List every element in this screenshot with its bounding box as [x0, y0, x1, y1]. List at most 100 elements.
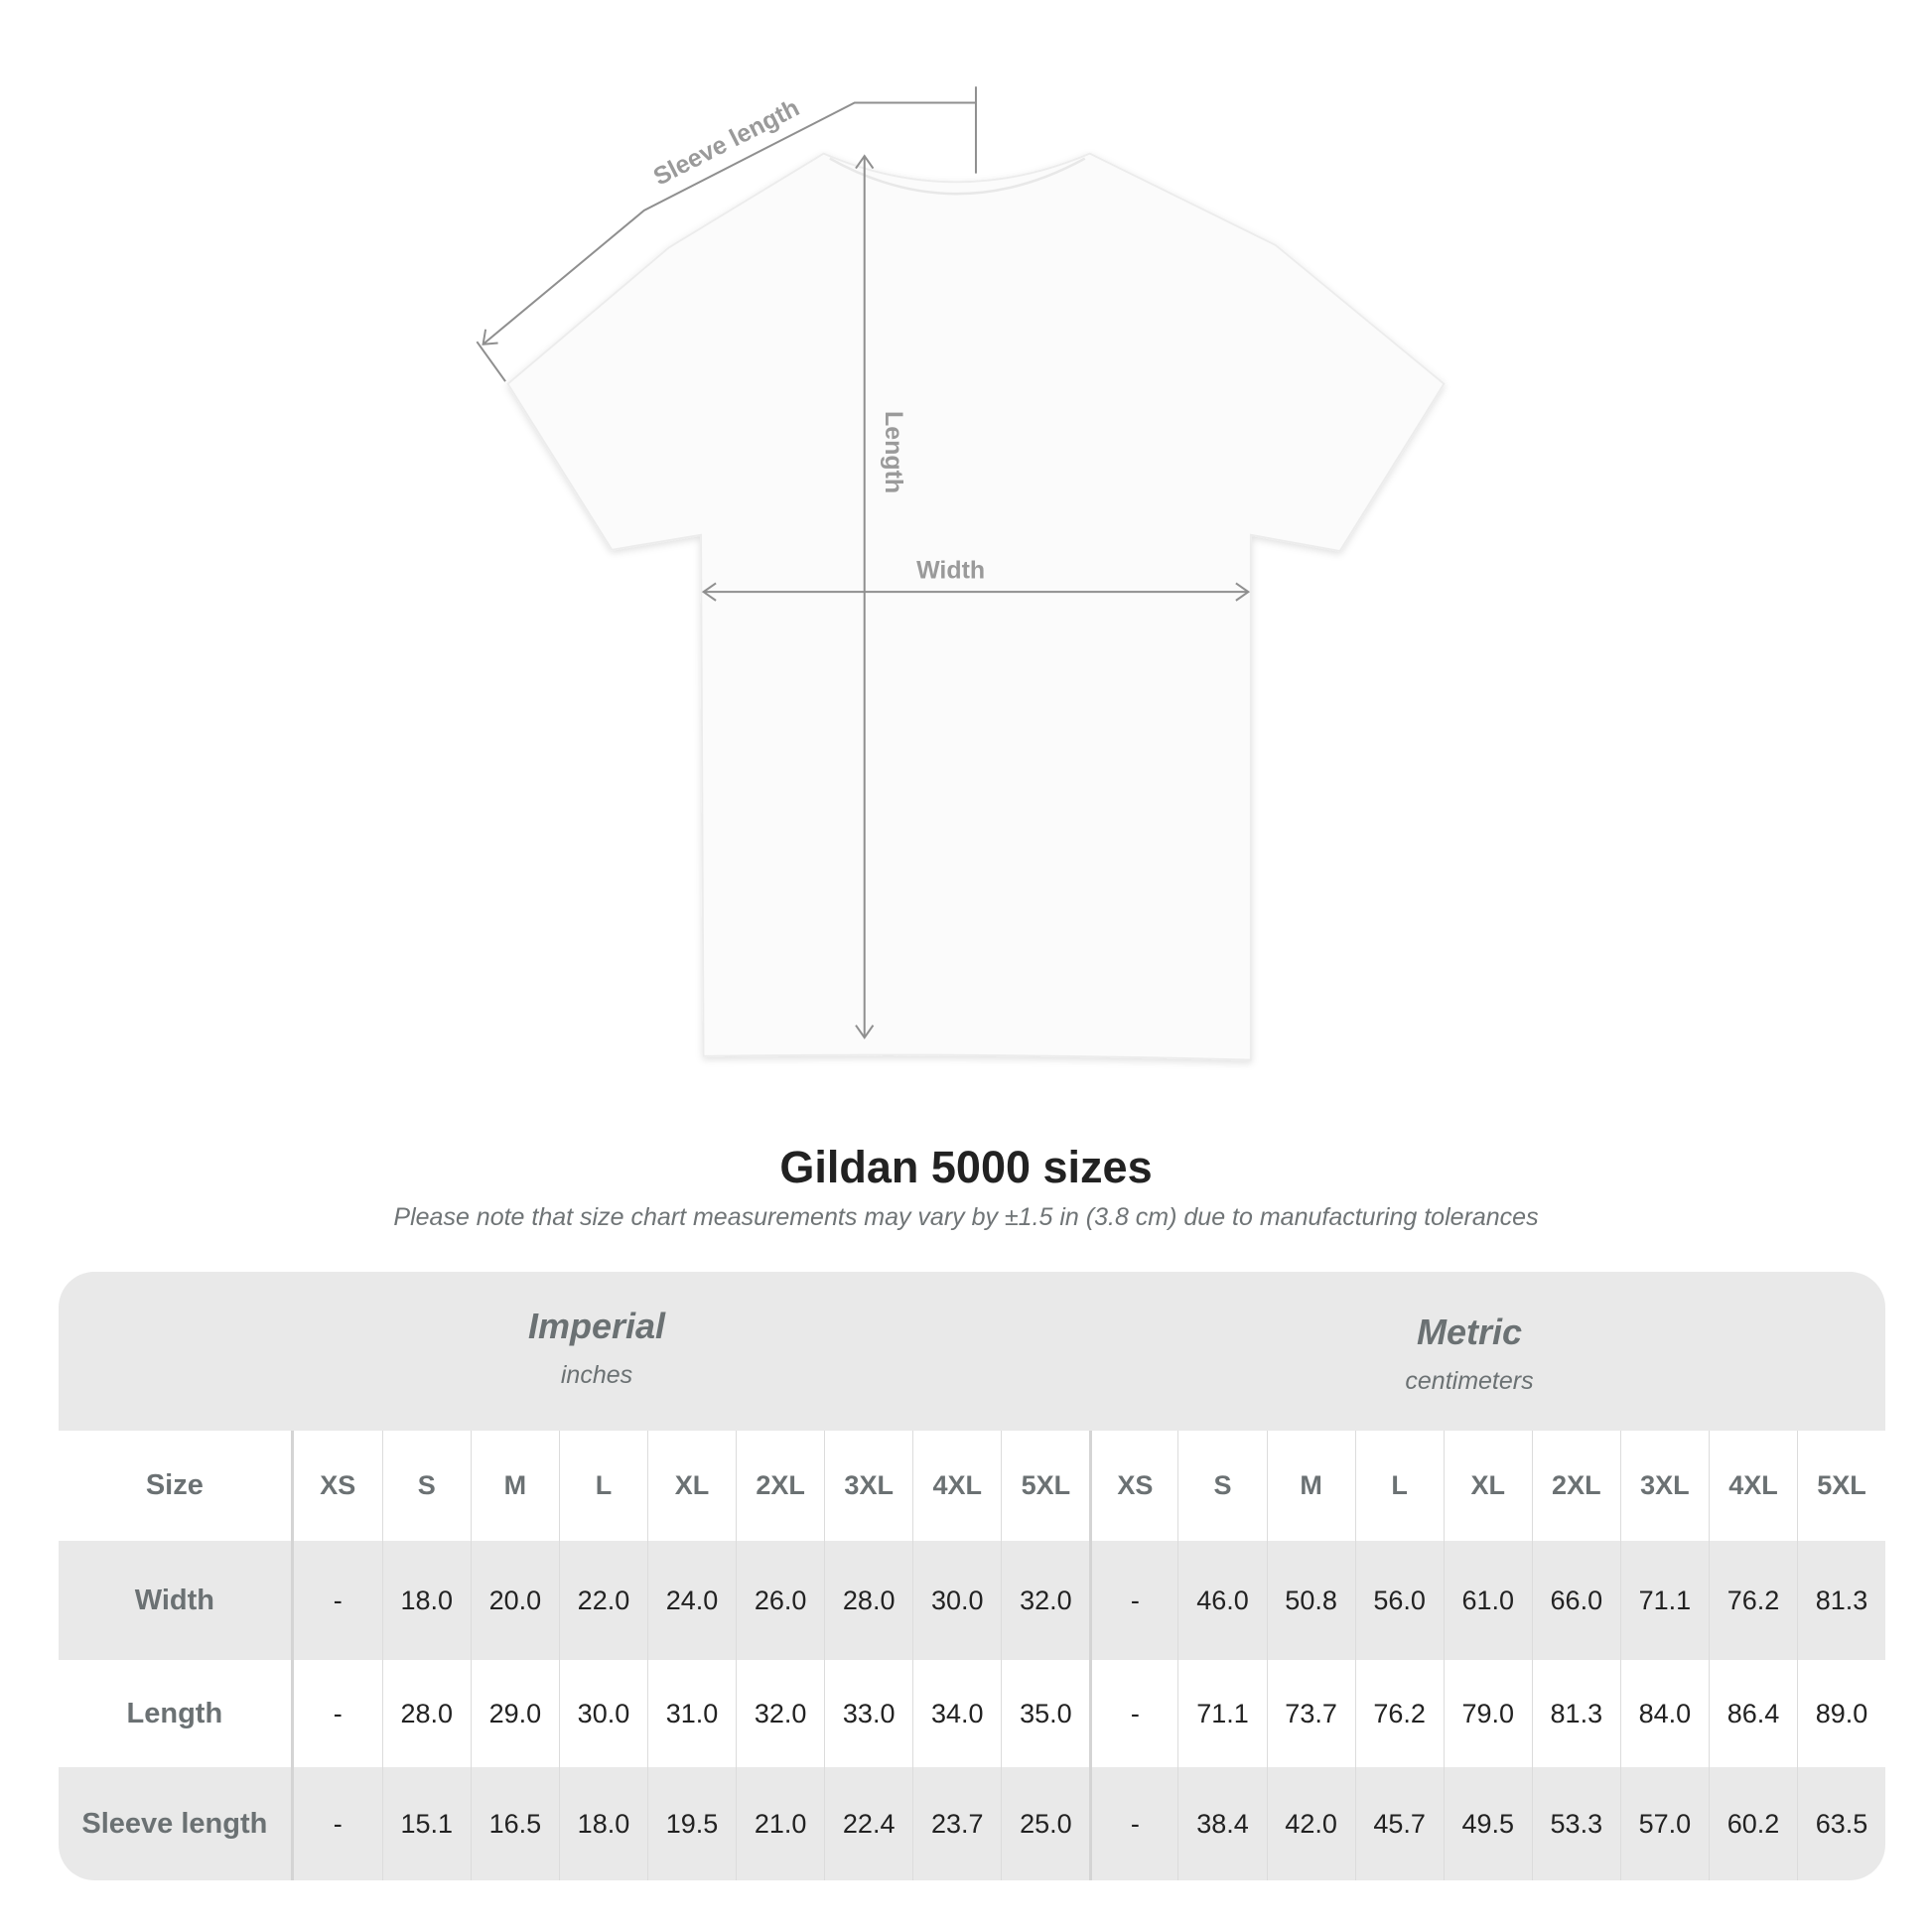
metric-size-5xl: 5XL — [1797, 1431, 1885, 1541]
width-arrow-left — [701, 582, 717, 602]
table-row-length: Length -28.0 29.0 30.0 31.0 32.0 33.0 34.0 35.0-… — [59, 1660, 1885, 1767]
metric-value-cell: 49.5 — [1443, 1767, 1532, 1880]
tshirt-shape — [506, 152, 1446, 1061]
sleeve-length-label: Sleeve length — [649, 93, 804, 191]
length-label: Length — [880, 411, 907, 493]
imperial-value-cell: 31.0 — [647, 1660, 736, 1767]
imperial-size-2xl: 2XL — [736, 1431, 824, 1541]
imperial-value-cell: 34.0 — [912, 1660, 1001, 1767]
imperial-size-l: L — [558, 1431, 647, 1541]
imperial-value-cell: - — [333, 1585, 343, 1615]
metric-value-cell: 66.0 — [1531, 1541, 1620, 1660]
metric-value-cell: 76.2 — [1354, 1660, 1444, 1767]
imperial-value-cell: 29.0 — [470, 1660, 559, 1767]
imperial-value-cell: 26.0 — [736, 1541, 824, 1660]
table-row-width: Width -18.0 20.0 22.0 24.0 26.0 28.0 30.0 32.0-4… — [59, 1541, 1885, 1660]
imperial-value-cell: 16.5 — [470, 1767, 559, 1880]
collar — [829, 157, 1086, 196]
size-label: Size — [59, 1431, 294, 1541]
imperial-value-cell: 21.0 — [736, 1767, 824, 1880]
metric-value-cell: 79.0 — [1443, 1660, 1532, 1767]
size-header-row: Size XS S M L XL 2XL 3XL 4XL 5XL XS S M L XL 2XL 3XL 4XL 5… — [59, 1431, 1885, 1541]
size-table: Imperial inches Metric centimeters Size X… — [59, 1272, 1885, 1880]
length-arrow-top — [855, 154, 875, 170]
imperial-value-cell: 18.0 — [558, 1767, 647, 1880]
metric-value-cell: 86.4 — [1708, 1660, 1797, 1767]
imperial-value-cell: 18.0 — [381, 1541, 471, 1660]
metric-value-cell: 45.7 — [1354, 1767, 1444, 1880]
tshirt-diagram: Sleeve length Length Width — [476, 86, 1446, 1061]
imperial-size-m: M — [470, 1431, 559, 1541]
tolerance-note: Please note that size chart measurements… — [393, 1203, 1539, 1231]
metric-value-cell: 81.3 — [1797, 1541, 1885, 1660]
metric-value-cell: 84.0 — [1619, 1660, 1709, 1767]
metric-size-xs: XS — [1089, 1431, 1177, 1541]
metric-size-l: L — [1354, 1431, 1444, 1541]
metric-value-cell: 61.0 — [1443, 1541, 1532, 1660]
metric-value-cell: 57.0 — [1619, 1767, 1709, 1880]
imperial-size-s: S — [381, 1431, 471, 1541]
metric-size-s: S — [1177, 1431, 1266, 1541]
imperial-size-xl: XL — [647, 1431, 736, 1541]
imperial-value-cell: 33.0 — [824, 1660, 912, 1767]
imperial-size-xs: XS — [320, 1470, 356, 1500]
metric-value-cell: 60.2 — [1708, 1767, 1797, 1880]
width-label: Width — [916, 556, 985, 584]
metric-value-cell: - — [1089, 1541, 1177, 1660]
metric-value-cell: 76.2 — [1708, 1541, 1797, 1660]
imperial-value-cell: 19.5 — [647, 1767, 736, 1880]
length-arrow-bottom — [855, 1025, 875, 1039]
imperial-unit: inches — [560, 1361, 633, 1389]
imperial-size-3xl: 3XL — [824, 1431, 912, 1541]
sleeve-arrowhead — [482, 329, 498, 345]
metric-value-cell: 73.7 — [1266, 1660, 1355, 1767]
metric-value-cell: 42.0 — [1266, 1767, 1355, 1880]
metric-size-2xl: 2XL — [1531, 1431, 1620, 1541]
row-label: Width — [59, 1541, 294, 1660]
imperial-value-cell: 20.0 — [470, 1541, 559, 1660]
row-label: Sleeve length — [59, 1767, 294, 1880]
imperial-value-cell: - — [333, 1698, 343, 1728]
metric-value-cell: 63.5 — [1797, 1767, 1885, 1880]
imperial-value-cell: 22.0 — [558, 1541, 647, 1660]
table-row-sleeve-length: Sleeve length - 15.1 16.5 18.0 19.5 21.0 22.4 23… — [59, 1767, 1885, 1880]
measurement-lines — [476, 86, 1251, 1039]
metric-size-3xl: 3XL — [1619, 1431, 1709, 1541]
row-label: Length — [59, 1660, 294, 1767]
units-header-band — [59, 1272, 1885, 1431]
imperial-value-cell: 35.0 — [1001, 1660, 1089, 1767]
metric-value-cell: 53.3 — [1531, 1767, 1620, 1880]
metric-size-m: M — [1266, 1431, 1355, 1541]
metric-size-4xl: 4XL — [1708, 1431, 1797, 1541]
metric-value-cell: 71.1 — [1619, 1541, 1709, 1660]
metric-unit: centimeters — [1405, 1367, 1534, 1395]
imperial-value-cell: 30.0 — [558, 1660, 647, 1767]
imperial-value-cell: 28.0 — [824, 1541, 912, 1660]
imperial-value-cell: 32.0 — [736, 1660, 824, 1767]
imperial-size-5xl: 5XL — [1001, 1431, 1089, 1541]
metric-value-cell: - — [1089, 1660, 1177, 1767]
imperial-value-cell: 24.0 — [647, 1541, 736, 1660]
imperial-title: Imperial — [527, 1306, 666, 1346]
sleeve-end-tick — [476, 341, 506, 382]
metric-value-cell: 46.0 — [1177, 1541, 1266, 1660]
metric-value-cell: 50.8 — [1266, 1541, 1355, 1660]
imperial-value-cell: 28.0 — [381, 1660, 471, 1767]
sleeve-length-line — [482, 101, 976, 345]
chart-title: Gildan 5000 sizes — [779, 1142, 1153, 1192]
metric-title: Metric — [1416, 1311, 1523, 1352]
metric-value-cell: - — [1089, 1767, 1177, 1880]
width-arrow-right — [1235, 582, 1251, 602]
imperial-value-cell: 32.0 — [1001, 1541, 1089, 1660]
imperial-header: Imperial inches — [299, 1306, 895, 1390]
metric-value-cell: 81.3 — [1531, 1660, 1620, 1767]
imperial-value-cell: 22.4 — [824, 1767, 912, 1880]
metric-value-cell: 38.4 — [1177, 1767, 1266, 1880]
imperial-value-cell: 15.1 — [381, 1767, 471, 1880]
imperial-value-cell: - — [333, 1808, 343, 1839]
metric-value-cell: 56.0 — [1354, 1541, 1444, 1660]
metric-value-cell: 71.1 — [1177, 1660, 1266, 1767]
imperial-value-cell: 23.7 — [912, 1767, 1001, 1880]
metric-header: Metric centimeters — [1172, 1311, 1767, 1396]
metric-size-xl: XL — [1443, 1431, 1532, 1541]
